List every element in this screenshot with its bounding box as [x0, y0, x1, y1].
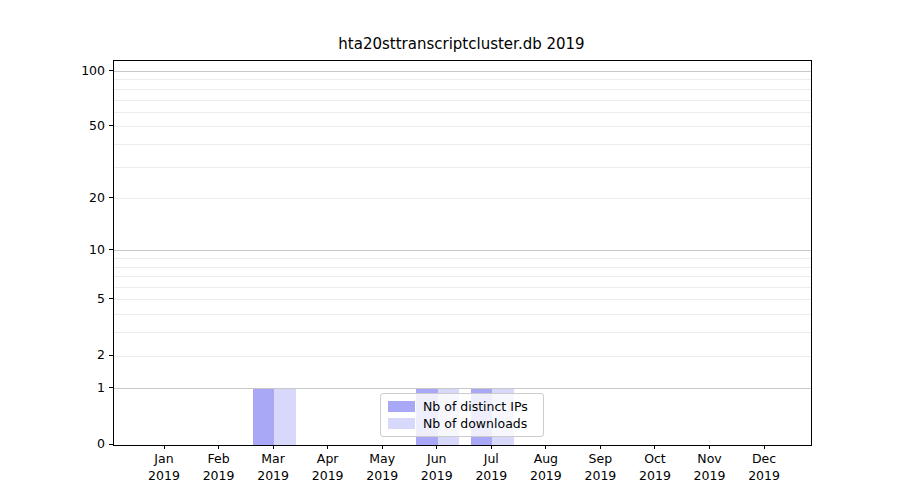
bar-distinct-ips-mar: [253, 389, 275, 445]
y-tick-label-2: 2: [0, 346, 105, 364]
y-tick-label-10: 10: [0, 241, 105, 259]
year-label: 2019: [191, 468, 247, 485]
y-tickmark-2: [109, 355, 113, 356]
x-tickmark-may: [382, 445, 383, 449]
gridline-minor-y8: [114, 267, 811, 268]
y-tickmark-1: [109, 387, 113, 388]
gridline-minor-y4: [114, 314, 811, 315]
x-tick-label-jan: Jan2019: [136, 451, 192, 484]
gridline-minor-y50: [114, 126, 811, 127]
y-tick-label-20: 20: [0, 189, 105, 207]
plot-area: [113, 60, 812, 446]
month-label: Apr: [300, 451, 356, 468]
y-tickmark-5: [109, 298, 113, 299]
x-tick-label-oct: Oct2019: [627, 451, 683, 484]
y-tickmark-20: [109, 197, 113, 198]
gridline-minor-y5: [114, 299, 811, 300]
y-tick-label-1: 1: [0, 379, 105, 397]
gridline-minor-y30: [114, 167, 811, 168]
gridline-minor-y60: [114, 112, 811, 113]
year-label: 2019: [354, 468, 410, 485]
legend-entry-distinct-ips: Nb of distinct IPs: [388, 398, 536, 415]
x-tick-label-feb: Feb2019: [191, 451, 247, 484]
x-tickmark-dec: [764, 445, 765, 449]
legend-swatch-distinct-ips: [388, 401, 415, 412]
gridline-major-y1: [114, 388, 811, 389]
gridline-minor-y90: [114, 79, 811, 80]
year-label: 2019: [572, 468, 628, 485]
year-label: 2019: [300, 468, 356, 485]
x-tick-label-nov: Nov2019: [682, 451, 738, 484]
chart-title: hta20sttranscriptcluster.db 2019: [113, 35, 810, 53]
x-tick-label-jul: Jul2019: [463, 451, 519, 484]
x-tick-label-mar: Mar2019: [245, 451, 301, 484]
year-label: 2019: [736, 468, 792, 485]
y-tickmark-100: [109, 70, 113, 71]
month-label: Dec: [736, 451, 792, 468]
year-label: 2019: [518, 468, 574, 485]
x-tickmark-mar: [273, 445, 274, 449]
y-tick-label-0: 0: [0, 435, 105, 453]
y-tickmark-10: [109, 249, 113, 250]
figure: hta20sttranscriptcluster.db 2019 0 1 2 5 10 2…: [0, 0, 900, 500]
month-label: Jan: [136, 451, 192, 468]
month-label: Nov: [682, 451, 738, 468]
month-label: Sep: [572, 451, 628, 468]
gridline-minor-y7: [114, 276, 811, 277]
x-tick-label-apr: Apr2019: [300, 451, 356, 484]
x-tickmark-jun: [436, 445, 437, 449]
gridline-minor-y6: [114, 287, 811, 288]
x-tick-label-may: May2019: [354, 451, 410, 484]
x-tickmark-nov: [709, 445, 710, 449]
x-tick-label-jun: Jun2019: [409, 451, 465, 484]
month-label: Aug: [518, 451, 574, 468]
y-tick-label-50: 50: [0, 117, 105, 135]
x-tickmark-jul: [491, 445, 492, 449]
gridline-major-y100: [114, 71, 811, 72]
gridline-minor-y40: [114, 144, 811, 145]
month-label: May: [354, 451, 410, 468]
x-tick-label-dec: Dec2019: [736, 451, 792, 484]
gridline-minor-y80: [114, 89, 811, 90]
gridline-minor-y9: [114, 258, 811, 259]
month-label: Jul: [463, 451, 519, 468]
gridline-minor-y2: [114, 356, 811, 357]
year-label: 2019: [136, 468, 192, 485]
y-tickmark-50: [109, 125, 113, 126]
x-tickmark-aug: [545, 445, 546, 449]
legend: Nb of distinct IPsNb of downloads: [380, 393, 544, 437]
month-label: Oct: [627, 451, 683, 468]
year-label: 2019: [463, 468, 519, 485]
y-tick-label-5: 5: [0, 290, 105, 308]
year-label: 2019: [627, 468, 683, 485]
x-tickmark-sep: [600, 445, 601, 449]
bar-downloads-mar: [274, 389, 296, 445]
year-label: 2019: [245, 468, 301, 485]
gridline-minor-y3: [114, 332, 811, 333]
legend-swatch-downloads: [388, 418, 415, 429]
x-tick-label-aug: Aug2019: [518, 451, 574, 484]
x-tick-label-sep: Sep2019: [572, 451, 628, 484]
gridline-minor-y70: [114, 100, 811, 101]
y-tickmark-0: [109, 444, 113, 445]
month-label: Feb: [191, 451, 247, 468]
gridline-major-y10: [114, 250, 811, 251]
x-tickmark-jan: [164, 445, 165, 449]
legend-label-distinct-ips: Nb of distinct IPs: [423, 399, 528, 415]
y-tick-label-100: 100: [0, 62, 105, 80]
legend-entry-downloads: Nb of downloads: [388, 415, 536, 432]
year-label: 2019: [409, 468, 465, 485]
x-tickmark-apr: [327, 445, 328, 449]
gridline-minor-y20: [114, 198, 811, 199]
month-label: Jun: [409, 451, 465, 468]
month-label: Mar: [245, 451, 301, 468]
year-label: 2019: [682, 468, 738, 485]
x-tickmark-oct: [654, 445, 655, 449]
legend-label-downloads: Nb of downloads: [423, 416, 527, 432]
x-tickmark-feb: [218, 445, 219, 449]
